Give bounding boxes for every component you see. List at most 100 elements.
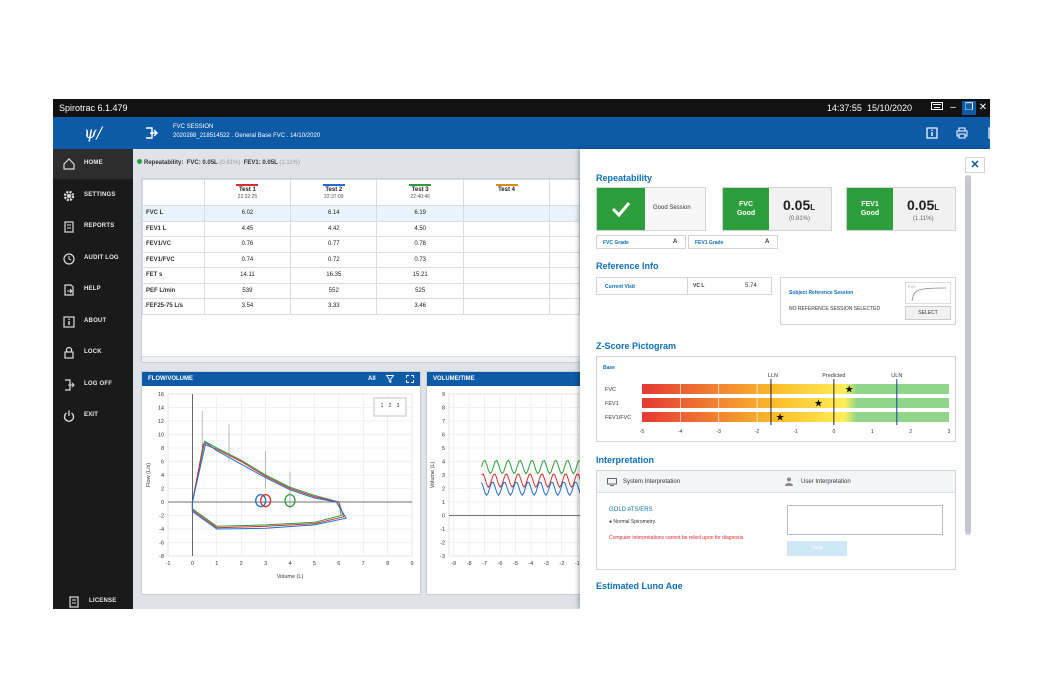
sidebar-item-label: HOME [84, 160, 103, 166]
flow-volume-title: FLOW/VOLUME [148, 376, 193, 382]
clock-icon [63, 252, 75, 265]
table-cell: 4.45 [203, 220, 292, 237]
filter-icon[interactable] [386, 375, 394, 383]
flow-volume-curve [191, 443, 345, 529]
reports-icon [64, 221, 74, 233]
sidebar-item-log-off[interactable]: LOG OFF [53, 370, 133, 400]
table-cell [462, 267, 551, 284]
export-icon[interactable] [986, 126, 990, 140]
y-tick-label: 3 [442, 473, 445, 479]
flow-volume-chart[interactable]: -1 0 1 2 3 4 5 6 7 8 91614121086420-2-4-6-8Volume … [142, 386, 422, 596]
sidebar-item-settings[interactable]: SETTINGS [53, 181, 133, 211]
sidebar-item-about[interactable]: ABOUT [53, 307, 133, 337]
flow-volume-curve [191, 440, 342, 527]
y-tick-label: 0 [442, 514, 445, 520]
x-tick-label: 2 [240, 561, 243, 567]
y-tick-label: 0 [161, 500, 164, 506]
interpretation-result: ● Normal Spirometry. [609, 519, 657, 525]
monitor-icon [607, 478, 617, 486]
print-icon[interactable] [955, 126, 969, 140]
table-cell: 6.02 [203, 205, 292, 222]
info-icon[interactable] [925, 126, 939, 140]
table-row[interactable]: FEV1/VC 0.76 0.77 0.78 [142, 236, 580, 253]
user-interpretation-tab[interactable]: User Interpretation [801, 479, 851, 485]
zscore-tick-label: 3 [948, 429, 951, 435]
table-row[interactable]: FEV1 L 4.45 4.42 4.50 [142, 220, 580, 237]
flow-volume-panel: FLOW/VOLUME All -1 0 1 2 3 4 5 6 7 8 9 16 14 12 10 8 6 4 2… [141, 371, 421, 595]
table-row[interactable]: FVC L 6.02 6.14 6.19 [142, 205, 580, 222]
zscore-tick-label: 1 [871, 429, 874, 435]
sidebar-item-home[interactable]: HOME [53, 149, 133, 179]
info-icon [63, 315, 75, 328]
license-icon [69, 596, 79, 608]
sidebar-item-audit-log[interactable]: AUDIT LOG [53, 244, 133, 274]
y-axis-label: Volume (L) [430, 462, 436, 489]
x-tick-label: -8 [467, 561, 472, 567]
sidebar-item-license[interactable]: LICENSE [53, 587, 133, 609]
fev1-repeat-value: 0.05L [907, 197, 940, 213]
flow-volume-header: FLOW/VOLUME All [142, 372, 420, 386]
row-label: PEF L/min [142, 282, 205, 299]
legend-entry: 2 [389, 403, 392, 409]
table-cell: 3.46 [376, 298, 464, 315]
zscore-tick-label: -3 [717, 429, 722, 435]
expand-icon[interactable] [406, 375, 414, 383]
row-label: FVC L [142, 205, 205, 222]
zscore-row-label: FEV1/FVC [605, 415, 631, 421]
fvc-repeat-pct: (0.81%) [789, 216, 811, 222]
sidebar-item-label: HELP [84, 286, 101, 292]
sidebar-item-reports[interactable]: REPORTS [53, 212, 133, 242]
table-cell: 6.14 [290, 205, 378, 222]
fvc-repeatability-card: FVC Good 0.05L (0.81%) [722, 187, 832, 231]
system-interpretation-tab[interactable]: System Interpretation [623, 479, 681, 485]
zscore-tick-label: -1 [793, 429, 798, 435]
sidebar-item-label: LOG OFF [84, 380, 113, 387]
row-label: FEV1/FVC [142, 251, 205, 268]
session-icon[interactable] [143, 125, 159, 141]
y-tick-label: 2 [442, 487, 445, 493]
keyboard-icon[interactable] [930, 101, 944, 115]
table-scrollbar[interactable] [142, 356, 580, 362]
table-cell: 0.78 [376, 236, 464, 253]
status-dot-icon [137, 159, 142, 164]
y-axis-label: Flow (L/s) [146, 463, 152, 487]
restore-icon[interactable]: ❐ [962, 101, 976, 115]
table-row[interactable]: PEF L/min 539 552 525 [142, 282, 580, 299]
table-cell: 0.74 [203, 251, 292, 268]
empty-column-header [549, 179, 580, 206]
close-window-icon[interactable]: ✕ [978, 102, 988, 113]
y-tick-label: 9 [442, 392, 445, 398]
minimize-icon[interactable]: – [950, 102, 956, 113]
volume-time-trace [481, 481, 584, 497]
sidebar-item-label: LOCK [84, 349, 102, 355]
table-row[interactable]: FEF25-75 L/s 3.54 3.33 3.46 [142, 298, 580, 315]
table-row[interactable]: FET s 14.11 16.35 15.21 [142, 267, 580, 284]
y-tick-label: 10 [158, 433, 164, 439]
test-column-header[interactable]: Test 4 [462, 179, 551, 206]
tidal-loop [255, 494, 267, 508]
table-row[interactable]: FEV1/FVC 0.74 0.72 0.73 [142, 251, 580, 268]
table-cell [462, 236, 551, 253]
close-panel-icon[interactable]: ✕ [965, 157, 985, 173]
save-interpretation-button[interactable]: Save [787, 541, 847, 556]
table-cell: 0.73 [376, 251, 464, 268]
fev1-repeat-pct: (1.11%) [913, 216, 934, 222]
interpretation-box: System Interpretation User Interpretatio… [596, 470, 956, 570]
lock-icon [64, 346, 74, 359]
test-column-header[interactable]: Test 1 22:32:25 [203, 179, 292, 206]
session-details: 2020288_218514522 . General Base FVC . 1… [173, 133, 321, 139]
test-column-header[interactable]: Test 2 22:37:09 [290, 179, 378, 206]
sidebar-item-exit[interactable]: EXIT [53, 401, 133, 431]
test-column-header[interactable]: Test 3 22:40:46 [376, 179, 464, 206]
sidebar: ψ/ HOME SETTINGS REPORTS AUDIT LOG HELP ABOUT… [53, 117, 133, 609]
table-cell: 15.21 [376, 267, 464, 284]
zscore-tick-label: -5 [640, 429, 645, 435]
all-button[interactable]: All [368, 376, 376, 382]
sidebar-item-help[interactable]: HELP [53, 275, 133, 305]
volume-time-chart[interactable]: 9 8 7 6 5 4 3 2 1 0 -1 -2 -3 -9 -8 -7 -6 -5 -4 -3 -2 -1 Volume… [427, 386, 587, 596]
select-button[interactable]: SELECT [905, 306, 951, 320]
sidebar-item-lock[interactable]: LOCK [53, 338, 133, 368]
panel-scrollbar[interactable] [965, 175, 971, 535]
user-interpretation-input[interactable] [787, 505, 943, 535]
